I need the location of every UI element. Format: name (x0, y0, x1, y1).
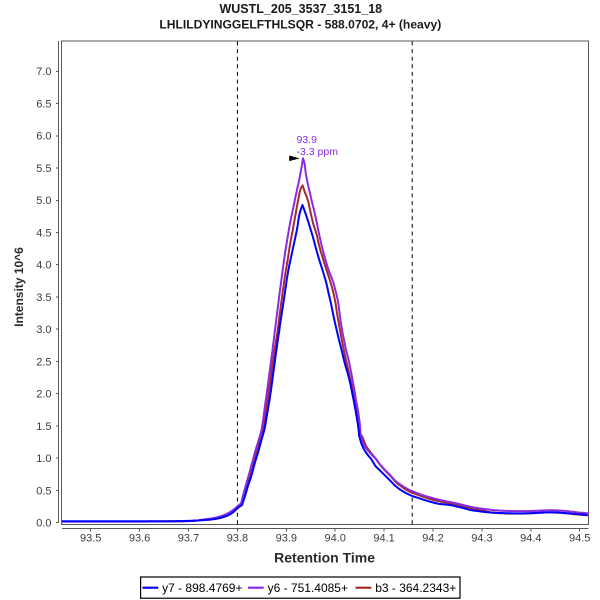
svg-text:1.5: 1.5 (36, 421, 51, 433)
svg-text:94.4: 94.4 (520, 533, 541, 545)
svg-text:LHLILDYINGGELFTHLSQR - 588.070: LHLILDYINGGELFTHLSQR - 588.0702, 4+ (hea… (159, 17, 441, 31)
svg-text:4.5: 4.5 (36, 227, 51, 239)
svg-text:2.0: 2.0 (36, 389, 51, 401)
svg-text:7.0: 7.0 (36, 66, 51, 78)
svg-text:93.8: 93.8 (227, 533, 248, 545)
svg-text:-3.3 ppm: -3.3 ppm (297, 146, 339, 158)
svg-text:93.5: 93.5 (80, 533, 101, 545)
svg-text:y7 - 898.4769+: y7 - 898.4769+ (162, 581, 242, 595)
svg-text:6.5: 6.5 (36, 98, 51, 110)
svg-text:1.0: 1.0 (36, 453, 51, 465)
svg-text:3.0: 3.0 (36, 324, 51, 336)
svg-text:94.2: 94.2 (422, 533, 443, 545)
svg-text:93.7: 93.7 (178, 533, 199, 545)
svg-text:0.0: 0.0 (36, 518, 51, 530)
svg-text:y6 - 751.4085+: y6 - 751.4085+ (268, 581, 348, 595)
svg-text:93.9: 93.9 (297, 134, 318, 146)
svg-text:6.0: 6.0 (36, 131, 51, 143)
svg-text:Intensity 10^6: Intensity 10^6 (12, 247, 26, 327)
svg-text:93.9: 93.9 (276, 533, 297, 545)
svg-text:4.0: 4.0 (36, 260, 51, 272)
svg-text:0.5: 0.5 (36, 485, 51, 497)
svg-text:94.3: 94.3 (471, 533, 492, 545)
svg-text:94.5: 94.5 (569, 533, 590, 545)
svg-text:94.1: 94.1 (373, 533, 394, 545)
svg-text:93.6: 93.6 (129, 533, 150, 545)
svg-text:3.5: 3.5 (36, 292, 51, 304)
svg-text:94.0: 94.0 (324, 533, 345, 545)
svg-text:5.5: 5.5 (36, 163, 51, 175)
svg-text:WUSTL_205_3537_3151_18: WUSTL_205_3537_3151_18 (219, 2, 382, 16)
svg-text:2.5: 2.5 (36, 356, 51, 368)
svg-text:Retention Time: Retention Time (274, 550, 375, 566)
svg-text:b3 - 364.2343+: b3 - 364.2343+ (375, 581, 456, 595)
svg-text:5.0: 5.0 (36, 195, 51, 207)
